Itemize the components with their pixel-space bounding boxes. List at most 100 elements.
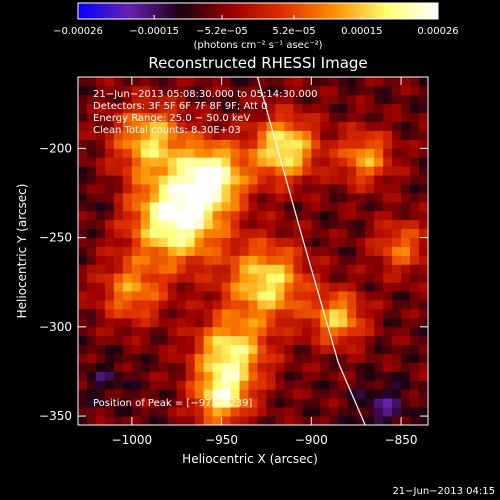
heatmap-cell: [356, 273, 366, 283]
heatmap-cell: [356, 139, 366, 149]
heatmap-cell: [293, 353, 303, 363]
heatmap-cell: [419, 201, 428, 212]
heatmap-cell: [221, 282, 231, 292]
heatmap-cell: [401, 166, 411, 176]
heatmap-cell: [284, 103, 294, 114]
heatmap-cell: [86, 317, 97, 328]
heatmap-cell: [203, 255, 214, 265]
x-axis-label: Heliocentric X (arcsec): [182, 452, 318, 466]
heatmap-cell: [221, 201, 231, 212]
heatmap-cell: [311, 193, 321, 203]
heatmap-cell: [212, 237, 222, 247]
heatmap-cell: [383, 264, 393, 274]
heatmap-cell: [221, 193, 231, 203]
heatmap-cell: [248, 193, 258, 203]
heatmap-cell: [419, 282, 428, 292]
heatmap-cell: [329, 371, 339, 381]
heatmap-cell: [311, 210, 321, 221]
heatmap-cell: [113, 335, 124, 346]
heatmap-cell: [410, 353, 420, 363]
heatmap-cell: [347, 139, 357, 149]
heatmap-cell: [374, 77, 384, 87]
heatmap-cell: [78, 380, 88, 390]
heatmap-cell: [293, 309, 303, 319]
heatmap-cell: [356, 103, 366, 114]
heatmap-cell: [212, 416, 222, 425]
heatmap-cell: [95, 264, 106, 274]
heatmap-cell: [329, 264, 339, 274]
heatmap-cell: [158, 112, 169, 123]
heatmap-cell: [167, 416, 178, 425]
heatmap-cell: [266, 77, 276, 87]
heatmap-cell: [257, 228, 267, 239]
heatmap-cell: [302, 77, 312, 87]
heatmap-cell: [185, 255, 196, 265]
heatmap-cell: [131, 371, 142, 381]
heatmap-cell: [176, 237, 187, 247]
heatmap-cell: [347, 380, 357, 390]
y-axis: −200−250−300−350: [39, 141, 428, 423]
heatmap-cell: [221, 300, 231, 310]
heatmap-cell: [239, 291, 249, 301]
heatmap-cell: [167, 389, 178, 399]
heatmap-cell: [221, 112, 231, 123]
heatmap-cell: [284, 148, 294, 158]
heatmap-cell: [383, 380, 393, 390]
heatmap-cell: [230, 264, 240, 274]
heatmap-cell: [365, 273, 375, 283]
heatmap-cell: [158, 237, 169, 247]
heatmap-cell: [248, 139, 258, 149]
heatmap-cell: [194, 291, 205, 301]
heatmap-cell: [347, 309, 357, 319]
heatmap-cell: [419, 389, 428, 399]
heatmap-cell: [275, 201, 285, 212]
heatmap-cell: [383, 210, 393, 221]
heatmap-cell: [78, 237, 88, 247]
heatmap-cell: [302, 255, 312, 265]
heatmap-cell: [167, 300, 178, 310]
heatmap-cell: [167, 291, 178, 301]
heatmap-cell: [419, 184, 428, 194]
heatmap-cell: [248, 130, 258, 140]
heatmap-cell: [329, 326, 339, 337]
heatmap-cell: [257, 175, 267, 185]
heatmap-cell: [356, 389, 366, 399]
heatmap-cell: [302, 335, 312, 346]
heatmap-cell: [383, 317, 393, 328]
heatmap-cell: [78, 121, 88, 131]
heatmap-cell: [347, 201, 357, 212]
heatmap-cell: [401, 77, 411, 87]
heatmap-cell: [140, 184, 151, 194]
heatmap-cell: [266, 166, 276, 176]
heatmap-cell: [230, 103, 240, 114]
heatmap-cell: [392, 416, 402, 425]
heatmap-cell: [78, 112, 88, 123]
heatmap-cell: [284, 121, 294, 131]
heatmap-cell: [410, 175, 420, 185]
heatmap-cell: [410, 398, 420, 408]
heatmap-cell: [131, 255, 142, 265]
heatmap-cell: [401, 184, 411, 194]
heatmap-cell: [140, 112, 151, 123]
heatmap-cell: [329, 273, 339, 283]
info-line-energy: Energy Range: 25.0 − 50.0 keV: [93, 113, 250, 124]
heatmap-cell: [239, 398, 249, 408]
heatmap-cell: [104, 317, 115, 328]
heatmap-cell: [392, 77, 402, 87]
heatmap-cell: [113, 246, 124, 256]
heatmap-cell: [410, 407, 420, 417]
heatmap-cell: [401, 148, 411, 158]
heatmap-cell: [158, 264, 169, 274]
heatmap-cell: [221, 264, 231, 274]
heatmap-cell: [383, 407, 393, 417]
heatmap-cell: [104, 201, 115, 212]
heatmap-cell: [95, 201, 106, 212]
heatmap-cell: [230, 139, 240, 149]
heatmap-cell: [158, 282, 169, 292]
heatmap-cell: [239, 166, 249, 176]
heatmap-cell: [365, 300, 375, 310]
heatmap-cell: [302, 121, 312, 131]
heatmap-cell: [176, 264, 187, 274]
heatmap-cell: [284, 237, 294, 247]
heatmap-cell: [122, 362, 133, 372]
